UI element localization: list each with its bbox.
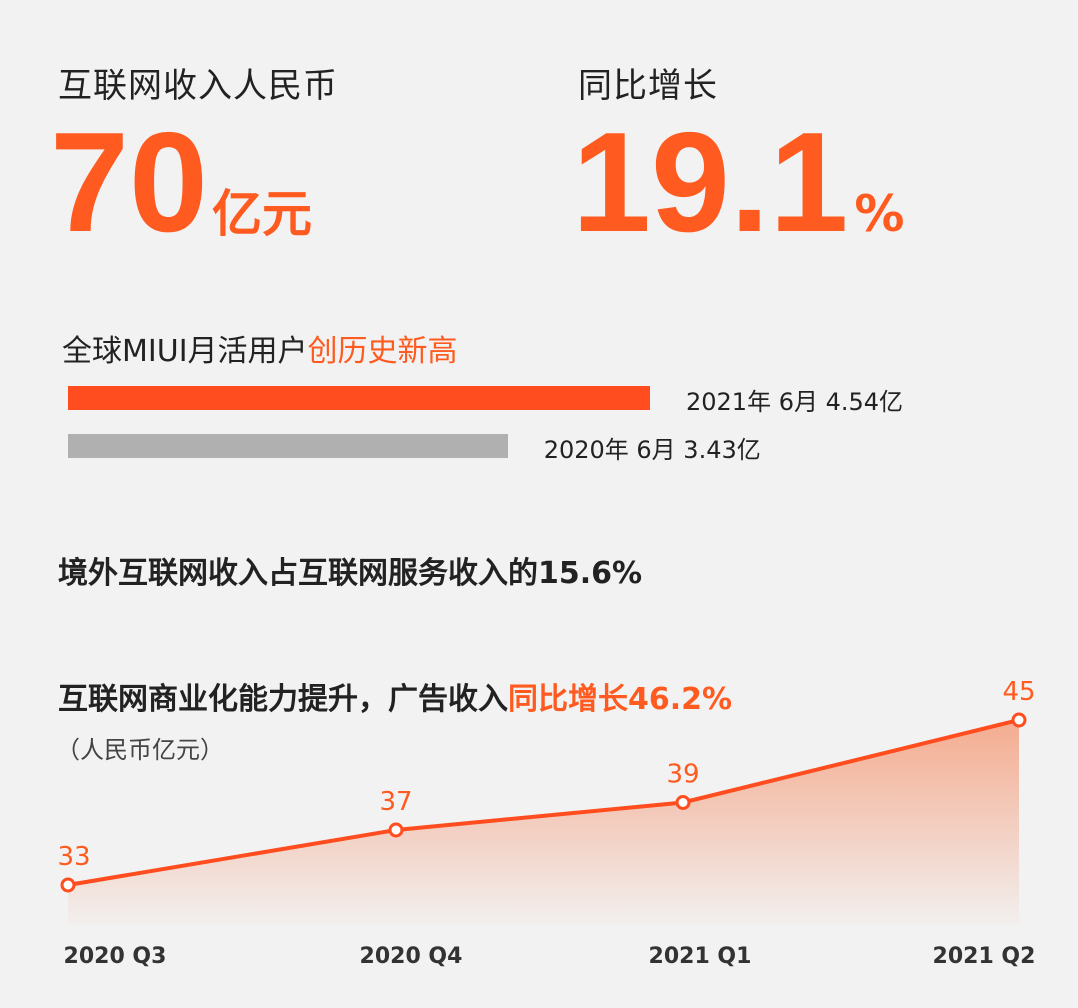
data-label: 39 <box>666 760 699 790</box>
data-label: 33 <box>57 842 90 872</box>
revenue-value-group: 70亿元 <box>50 112 312 254</box>
ad-unit-note: （人民币亿元） <box>56 736 224 764</box>
data-point <box>675 795 691 810</box>
data-point <box>60 877 76 893</box>
ad-title: 互联网商业化能力提升，广告收入同比增长46.2% <box>58 674 732 718</box>
revenue-label: 互联网收入人民币 <box>58 66 338 106</box>
growth-unit: % <box>854 185 905 243</box>
revenue-value: 70 <box>50 103 208 262</box>
data-point <box>388 822 404 838</box>
miui-title: 全球MIUI月活用户创历史新高 <box>62 326 458 370</box>
miui-title-prefix: 全球MIUI月活用户 <box>62 334 308 369</box>
x-tick-label: 2020 Q4 <box>360 944 463 969</box>
series-line <box>67 718 1020 887</box>
miui-title-highlight: 创历史新高 <box>307 334 458 369</box>
miui-bar-2021 <box>68 386 650 410</box>
miui-bar-2020 <box>68 434 508 458</box>
data-point <box>1011 712 1027 728</box>
data-label: 45 <box>1002 677 1035 707</box>
x-tick-label: 2021 Q1 <box>649 944 752 969</box>
miui-bar-label-2021: 2021年 6月 4.54亿 <box>686 388 904 416</box>
data-label: 37 <box>379 787 412 817</box>
area-fill <box>68 720 1019 925</box>
x-tick-label: 2020 Q3 <box>64 944 167 969</box>
growth-value-group: 19.1% <box>572 112 904 254</box>
x-tick-label: 2021 Q2 <box>933 944 1036 969</box>
growth-value: 19.1 <box>572 103 849 262</box>
ad-title-prefix: 互联网商业化能力提升，广告收入 <box>58 682 508 717</box>
growth-label: 同比增长 <box>578 66 718 106</box>
miui-bar-label-2020: 2020年 6月 3.43亿 <box>543 436 761 464</box>
ad-title-highlight: 同比增长46.2% <box>508 682 733 717</box>
overseas-text: 境外互联网收入占互联网服务收入的15.6% <box>58 556 643 591</box>
revenue-unit: 亿元 <box>211 185 312 243</box>
